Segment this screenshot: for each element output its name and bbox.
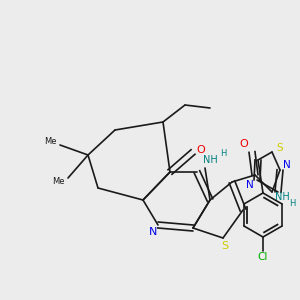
Text: H: H bbox=[220, 149, 226, 158]
Text: N: N bbox=[283, 160, 291, 170]
Text: S: S bbox=[221, 241, 229, 251]
Text: Me: Me bbox=[44, 136, 56, 146]
Text: S: S bbox=[277, 143, 283, 153]
Text: N: N bbox=[149, 227, 157, 237]
Text: Me: Me bbox=[52, 178, 64, 187]
Text: Cl: Cl bbox=[258, 252, 268, 262]
Text: NH: NH bbox=[202, 155, 217, 165]
Text: H: H bbox=[289, 200, 295, 208]
Text: N: N bbox=[246, 180, 254, 190]
Text: O: O bbox=[240, 139, 248, 149]
Text: O: O bbox=[196, 145, 206, 155]
Text: NH: NH bbox=[274, 192, 290, 202]
